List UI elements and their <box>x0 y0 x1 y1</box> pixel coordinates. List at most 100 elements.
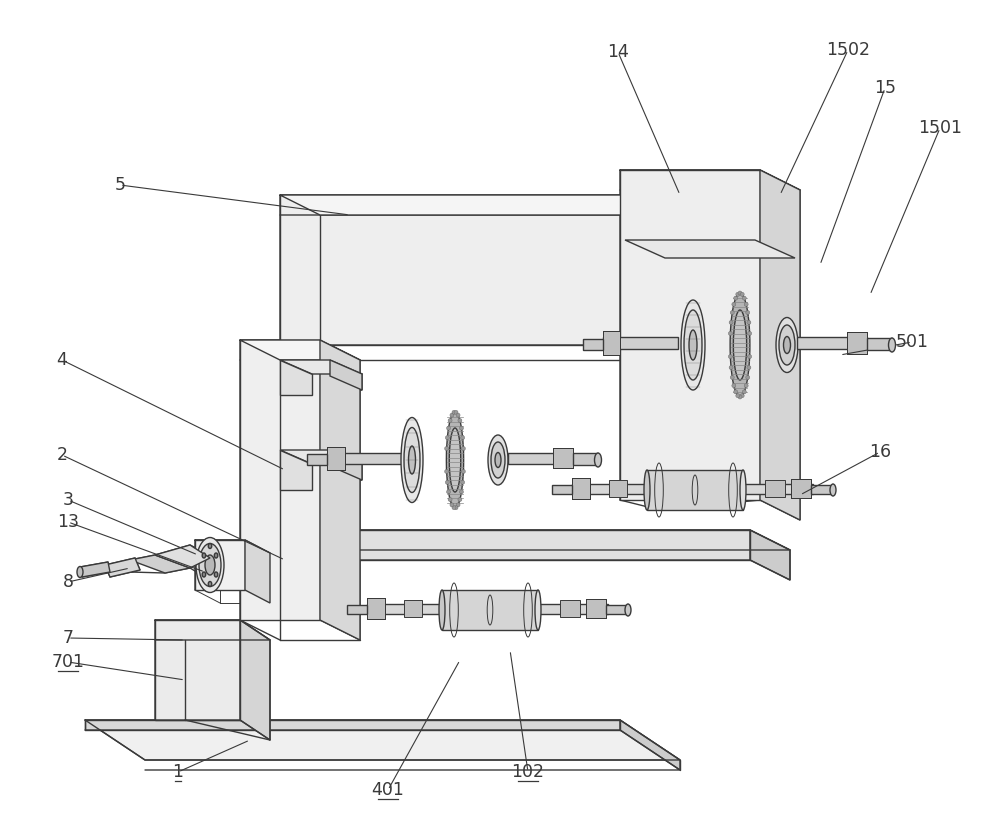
Polygon shape <box>280 530 750 560</box>
Ellipse shape <box>830 484 836 496</box>
Ellipse shape <box>461 480 465 485</box>
Polygon shape <box>538 604 608 614</box>
Ellipse shape <box>495 453 501 467</box>
Polygon shape <box>603 331 620 355</box>
Ellipse shape <box>746 376 750 380</box>
Text: 501: 501 <box>896 333 928 351</box>
Ellipse shape <box>681 300 705 390</box>
Polygon shape <box>442 590 538 630</box>
Ellipse shape <box>734 296 738 300</box>
Ellipse shape <box>450 413 454 417</box>
Polygon shape <box>560 600 580 617</box>
Text: 1501: 1501 <box>918 119 962 137</box>
Ellipse shape <box>747 366 751 370</box>
Polygon shape <box>327 453 402 464</box>
Ellipse shape <box>740 293 744 296</box>
Polygon shape <box>280 195 750 345</box>
Polygon shape <box>330 450 362 480</box>
Ellipse shape <box>452 506 456 510</box>
Polygon shape <box>603 337 678 349</box>
Polygon shape <box>847 332 867 354</box>
Polygon shape <box>280 450 312 490</box>
Ellipse shape <box>456 413 460 417</box>
Text: 7: 7 <box>62 629 74 647</box>
Polygon shape <box>750 530 790 580</box>
Ellipse shape <box>449 428 461 492</box>
Ellipse shape <box>644 470 650 510</box>
Polygon shape <box>80 562 110 577</box>
Polygon shape <box>553 448 573 468</box>
Ellipse shape <box>625 604 631 616</box>
Ellipse shape <box>730 376 734 380</box>
Polygon shape <box>552 485 572 494</box>
Ellipse shape <box>202 553 206 558</box>
Ellipse shape <box>205 555 215 575</box>
Polygon shape <box>760 170 800 520</box>
Ellipse shape <box>445 446 449 450</box>
Polygon shape <box>130 555 190 573</box>
Polygon shape <box>620 170 800 190</box>
Polygon shape <box>797 337 867 349</box>
Polygon shape <box>811 485 833 494</box>
Polygon shape <box>620 720 680 770</box>
Ellipse shape <box>733 310 747 380</box>
Polygon shape <box>280 360 362 374</box>
Ellipse shape <box>748 332 752 336</box>
Ellipse shape <box>199 544 221 586</box>
Polygon shape <box>367 598 385 619</box>
Ellipse shape <box>684 310 702 380</box>
Ellipse shape <box>744 302 748 307</box>
Polygon shape <box>240 340 360 360</box>
Ellipse shape <box>454 506 458 510</box>
Ellipse shape <box>729 366 733 370</box>
Polygon shape <box>155 545 210 568</box>
Ellipse shape <box>409 446 416 474</box>
Polygon shape <box>750 195 790 360</box>
Ellipse shape <box>448 498 452 502</box>
Polygon shape <box>404 600 422 617</box>
Ellipse shape <box>740 393 744 398</box>
Polygon shape <box>195 540 270 553</box>
Polygon shape <box>508 453 573 464</box>
Ellipse shape <box>748 354 752 359</box>
Ellipse shape <box>729 320 733 324</box>
Ellipse shape <box>734 390 738 393</box>
Ellipse shape <box>445 480 449 485</box>
Text: 701: 701 <box>52 653 84 671</box>
Ellipse shape <box>452 411 456 415</box>
Polygon shape <box>240 340 320 620</box>
Ellipse shape <box>454 411 458 415</box>
Ellipse shape <box>447 426 451 430</box>
Ellipse shape <box>742 296 746 300</box>
Ellipse shape <box>488 435 508 485</box>
Ellipse shape <box>732 302 736 307</box>
Ellipse shape <box>404 428 420 493</box>
Polygon shape <box>743 484 813 494</box>
Ellipse shape <box>728 332 732 336</box>
Ellipse shape <box>689 330 697 360</box>
Ellipse shape <box>736 293 740 296</box>
Text: 4: 4 <box>57 351 67 369</box>
Polygon shape <box>347 605 367 614</box>
Ellipse shape <box>445 436 449 440</box>
Polygon shape <box>586 599 606 618</box>
Ellipse shape <box>446 412 464 508</box>
Polygon shape <box>572 484 647 494</box>
Polygon shape <box>280 530 790 550</box>
Ellipse shape <box>461 469 465 473</box>
Polygon shape <box>307 454 327 465</box>
Ellipse shape <box>459 489 463 493</box>
Polygon shape <box>280 450 362 464</box>
Text: 16: 16 <box>869 443 891 461</box>
Polygon shape <box>280 360 312 395</box>
Polygon shape <box>765 480 785 497</box>
Ellipse shape <box>744 384 748 388</box>
Ellipse shape <box>445 469 449 473</box>
Ellipse shape <box>730 311 734 315</box>
Ellipse shape <box>214 572 218 577</box>
Ellipse shape <box>740 470 746 510</box>
Ellipse shape <box>458 419 462 423</box>
Polygon shape <box>647 470 743 510</box>
Polygon shape <box>583 339 603 350</box>
Ellipse shape <box>439 590 445 630</box>
